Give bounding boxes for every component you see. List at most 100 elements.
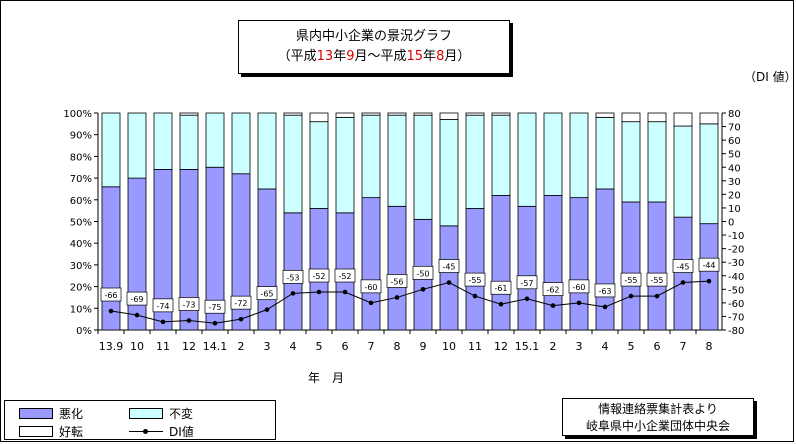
- di-data-label: -45: [676, 263, 689, 272]
- di-label-box: [490, 280, 512, 295]
- bar-better: [413, 112, 433, 116]
- x-tick-label: 15.1: [515, 340, 540, 353]
- di-point: [550, 303, 556, 308]
- di-label-box: [334, 268, 356, 283]
- legend-item-better: 好転: [19, 423, 83, 440]
- bar-better: [595, 112, 615, 118]
- subtitle-part: （平成: [277, 49, 317, 64]
- right-tick-label: -80: [728, 326, 744, 337]
- di-label-box: [100, 287, 122, 302]
- di-line-series: [108, 278, 712, 326]
- bar-unchanged: [283, 114, 303, 214]
- x-tick-label: 6: [654, 340, 661, 353]
- legend-label-better: 好転: [59, 425, 84, 439]
- bar-unchanged: [335, 116, 355, 214]
- x-tick-label: 14.1: [203, 340, 228, 353]
- subtitle-part: 月～平成: [354, 49, 407, 64]
- legend-item-di: DI値: [129, 423, 194, 440]
- di-label-box: [282, 270, 304, 284]
- bar-better: [621, 112, 641, 123]
- left-tick-label: 30%: [70, 261, 92, 272]
- x-axis: 13.9 10 11 12 14.1 2 3 4 5 6 7 8 9 10 11 12 15.1 2 3 4 5 6 7 8: [97, 330, 713, 353]
- di-label-box: [126, 291, 148, 306]
- di-label-box: [152, 298, 174, 313]
- bar-better: [647, 112, 667, 123]
- right-tick-label: -60: [728, 299, 744, 310]
- di-data-labels: -66 -69 -74 -73 -75 -72 -65 -53 -52 -52 -60 -56 -50 -…: [100, 257, 720, 314]
- di-label-box: [178, 297, 200, 311]
- right-tick-label: 30: [728, 177, 741, 188]
- di-data-label: -45: [442, 263, 455, 272]
- di-point: [628, 293, 634, 299]
- bar-worse: [439, 225, 459, 331]
- legend-label-di: DI値: [169, 425, 194, 439]
- di-data-label: -60: [572, 283, 585, 292]
- bar-unchanged: [439, 119, 459, 227]
- x-tick-label: 12: [494, 340, 508, 353]
- x-tick-label: 10: [442, 340, 456, 353]
- x-tick-label: 8: [394, 340, 401, 353]
- di-point: [342, 289, 348, 295]
- legend-swatch-unchanged: [129, 408, 163, 419]
- bar-unchanged: [231, 112, 251, 175]
- left-tick-label: 100%: [63, 109, 92, 120]
- bar-unchanged: [127, 112, 147, 179]
- bar-worse: [569, 197, 589, 331]
- di-point: [316, 289, 322, 295]
- di-data-label: -63: [598, 287, 611, 296]
- bar-better: [673, 112, 693, 127]
- left-tick-label: 0%: [76, 326, 92, 337]
- bar-worse: [127, 177, 147, 331]
- subtitle-year-end: 15: [406, 49, 424, 64]
- di-point: [160, 319, 166, 325]
- di-point: [446, 280, 452, 285]
- source-line-1: 情報連絡票集計表より: [598, 402, 718, 416]
- di-point: [238, 316, 244, 322]
- subtitle-part: 月）: [444, 49, 471, 64]
- bar-worse: [647, 201, 667, 331]
- di-label-box: [698, 257, 720, 272]
- di-point: [472, 293, 478, 299]
- bar-unchanged: [517, 112, 537, 207]
- bar-better: [361, 112, 381, 116]
- di-data-label: -55: [650, 276, 663, 285]
- bar-unchanged: [205, 112, 225, 168]
- di-label-box: [646, 272, 668, 287]
- x-tick-label: 10: [130, 340, 144, 353]
- x-tick-label: 6: [342, 340, 349, 353]
- di-point: [212, 320, 218, 326]
- x-tick-label: 5: [316, 340, 323, 353]
- di-point: [576, 300, 582, 306]
- di-point: [706, 278, 712, 284]
- di-data-label: -66: [104, 291, 117, 300]
- bar-better: [465, 112, 485, 116]
- legend-swatch-better: [19, 426, 53, 437]
- di-point: [524, 296, 530, 302]
- bar-worse: [517, 205, 537, 331]
- di-data-label: -56: [390, 277, 403, 286]
- bar-unchanged: [621, 121, 641, 203]
- bar-unchanged: [465, 114, 485, 209]
- di-data-label: -52: [338, 272, 351, 281]
- right-tick-label: 80: [728, 109, 741, 120]
- di-data-label: -60: [364, 283, 377, 292]
- di-data-label: -61: [494, 284, 507, 293]
- x-tick-label: 11: [468, 340, 482, 353]
- x-tick-label: 5: [628, 340, 635, 353]
- legend-swatch-worse: [19, 408, 53, 419]
- x-tick-label: 3: [576, 340, 583, 353]
- di-point: [186, 318, 192, 323]
- di-label-box: [204, 299, 226, 314]
- bar-better: [283, 112, 303, 116]
- right-tick-label: 60: [728, 136, 741, 147]
- bar-unchanged: [673, 125, 693, 218]
- right-tick-label: -20: [728, 245, 744, 256]
- chart-title-box: 県内中小企業の景況グラフ （平成13年9月～平成15年8月）: [238, 20, 510, 74]
- bar-worse: [673, 216, 693, 331]
- di-data-label: -62: [546, 286, 559, 295]
- legend-label-worse: 悪化: [59, 407, 84, 421]
- di-point: [108, 308, 114, 314]
- di-data-label: -52: [312, 272, 325, 281]
- legend-swatch-di: [129, 426, 163, 437]
- di-label-box: [568, 279, 590, 294]
